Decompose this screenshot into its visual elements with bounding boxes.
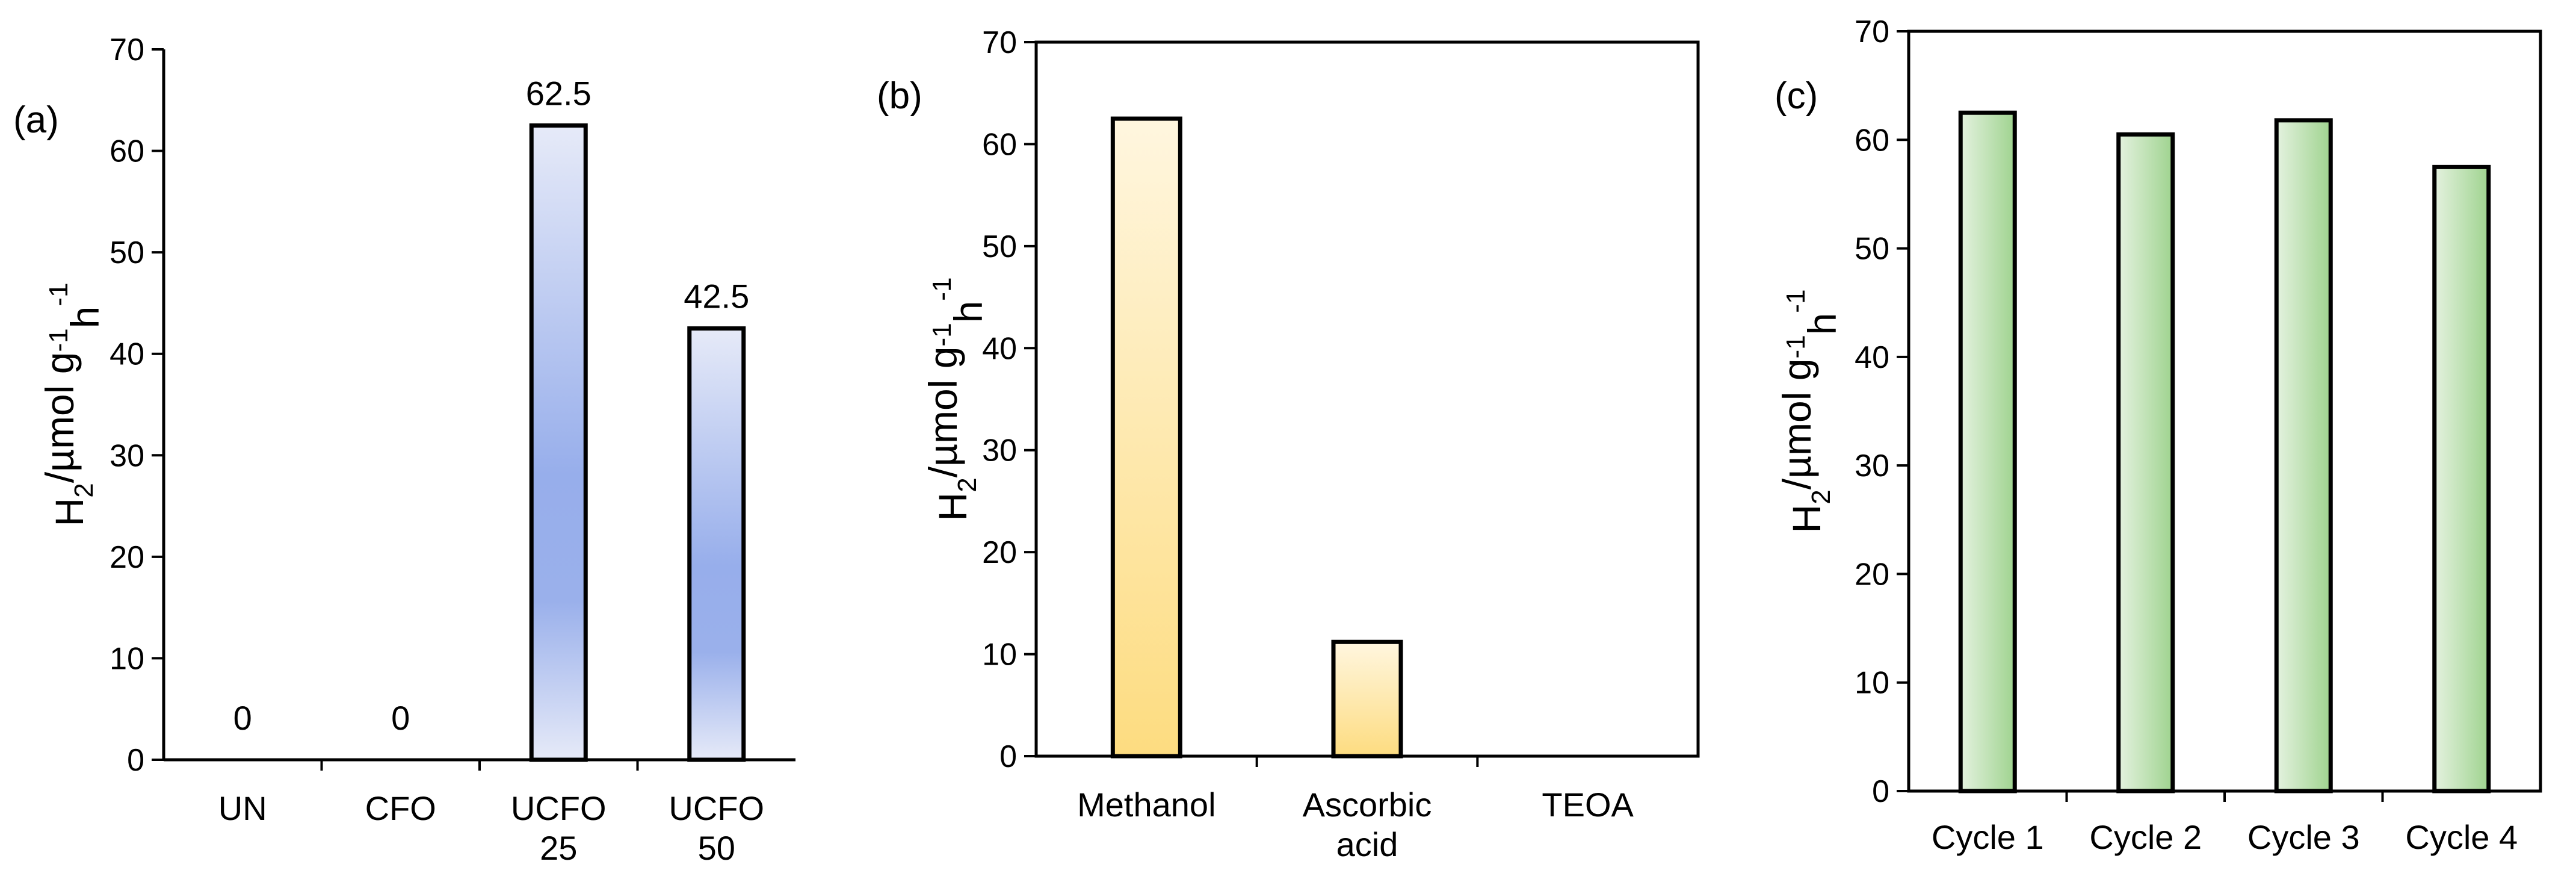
- bar-4: [687, 326, 746, 762]
- panel-label: (c): [1774, 75, 1818, 117]
- y-tick-label: 20: [110, 540, 144, 575]
- x-tick-label: UCFO 50: [669, 789, 764, 867]
- y-tick-label: 0: [1872, 774, 1889, 809]
- chart-panel-1: 0 10 20 30 40 50 60 70 0 UN 0 CFO 62.5 UCFO 25 42.5 UCFO…: [13, 33, 795, 867]
- y-tick-label: 60: [110, 134, 144, 169]
- x-tick-label: Methanol: [1077, 786, 1215, 824]
- y-axis-label: H2/µmol g-1h-1: [1774, 290, 1844, 533]
- data-label: 0: [233, 699, 252, 737]
- chart-panel-3: 0 10 20 30 40 50 60 70 Cycle 1 Cycle 2 Cycle 3 Cycl…: [1774, 14, 2542, 856]
- bar-3: [529, 123, 588, 762]
- panel-label: (a): [13, 99, 59, 141]
- y-tick-label: 60: [982, 127, 1017, 162]
- y-axis-label: H2/µmol g-1h-1: [37, 283, 107, 527]
- y-tick-label: 50: [1855, 232, 1889, 267]
- panel-label: (b): [877, 75, 922, 117]
- x-tick-label: TEOA: [1542, 786, 1634, 824]
- y-tick-label: 70: [982, 25, 1017, 60]
- y-tick-label: 0: [127, 743, 144, 778]
- data-label: 42.5: [684, 278, 749, 315]
- x-tick-label: Cycle 3: [2247, 818, 2360, 856]
- bar-2: [1331, 639, 1403, 759]
- data-label: 62.5: [526, 74, 591, 112]
- y-tick-label: 30: [110, 438, 144, 473]
- bar-2: [2116, 132, 2175, 793]
- y-tick-label: 30: [1855, 449, 1889, 483]
- bar-1: [1958, 110, 2017, 793]
- y-tick-label: 0: [999, 739, 1017, 774]
- bar-3: [2274, 118, 2333, 793]
- y-tick-label: 20: [1855, 557, 1889, 592]
- x-tick-label: Ascorbic acid: [1303, 786, 1432, 863]
- y-tick-label: 70: [110, 33, 144, 67]
- chart-panel-2: 0 10 20 30 40 50 60 70 Methanol Ascorbic acid TEOA (…: [877, 25, 1700, 863]
- x-tick-label: CFO: [365, 789, 436, 827]
- y-tick-label: 10: [1855, 666, 1889, 701]
- y-tick-label: 10: [110, 641, 144, 676]
- x-tick-label: UN: [218, 789, 267, 827]
- y-tick-label: 10: [982, 638, 1017, 672]
- y-axis-label: H2/µmol g-1h-1: [921, 278, 990, 521]
- bar-4: [2432, 164, 2491, 793]
- y-tick-label: 70: [1855, 14, 1889, 49]
- data-label: 0: [391, 699, 410, 737]
- y-tick-label: 50: [110, 235, 144, 270]
- y-tick-label: 40: [982, 331, 1017, 366]
- y-tick-label: 20: [982, 535, 1017, 570]
- y-tick-label: 40: [110, 337, 144, 372]
- y-tick-label: 50: [982, 229, 1017, 264]
- y-tick-label: 30: [982, 433, 1017, 468]
- x-tick-label: Cycle 1: [1932, 818, 2044, 856]
- x-tick-label: UCFO 25: [511, 789, 607, 867]
- x-tick-label: Cycle 2: [2089, 818, 2202, 856]
- y-tick-label: 40: [1855, 340, 1889, 375]
- x-tick-label: Cycle 4: [2405, 818, 2518, 856]
- y-tick-label: 60: [1855, 123, 1889, 158]
- bar-1: [1110, 116, 1182, 759]
